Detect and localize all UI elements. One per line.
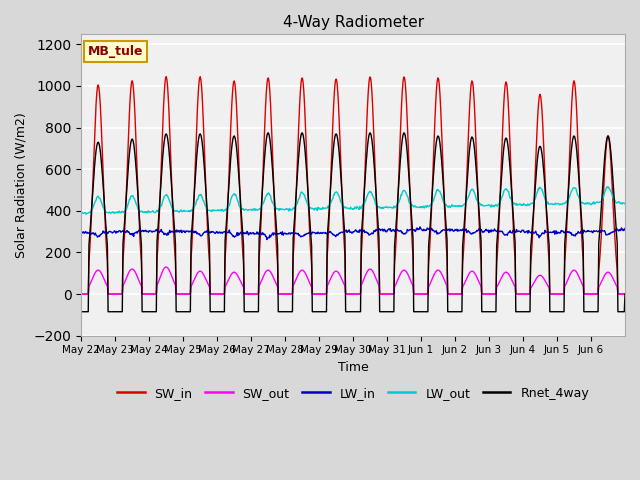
SW_out <box>77 291 85 297</box>
LW_in <box>441 228 449 233</box>
Line: Rnet_4way: Rnet_4way <box>81 133 625 312</box>
SW_in <box>289 254 297 260</box>
SW_out <box>141 291 149 297</box>
X-axis label: Time: Time <box>338 361 369 374</box>
LW_in <box>77 230 85 236</box>
LW_out <box>289 205 297 211</box>
SW_in <box>269 153 276 158</box>
LW_out <box>621 201 629 207</box>
Line: SW_in: SW_in <box>81 77 625 294</box>
Rnet_4way <box>241 309 249 314</box>
LW_out <box>77 211 85 216</box>
LW_out <box>83 211 90 217</box>
SW_out <box>242 291 250 297</box>
LW_out <box>269 200 276 205</box>
Rnet_4way <box>410 309 417 314</box>
Text: MB_tule: MB_tule <box>88 45 143 58</box>
LW_in <box>263 237 271 242</box>
LW_in <box>416 224 424 230</box>
Rnet_4way <box>141 309 149 314</box>
LW_in <box>269 230 276 236</box>
LW_in <box>289 230 297 236</box>
Rnet_4way <box>289 236 297 241</box>
SW_in <box>163 74 170 80</box>
Line: LW_out: LW_out <box>81 187 625 214</box>
Rnet_4way <box>621 291 629 297</box>
SW_in <box>410 291 417 297</box>
LW_in <box>241 230 249 236</box>
LW_in <box>410 227 417 233</box>
Line: SW_out: SW_out <box>81 267 625 294</box>
Rnet_4way <box>440 195 448 201</box>
Rnet_4way <box>264 130 272 136</box>
Y-axis label: Solar Radiation (W/m2): Solar Radiation (W/m2) <box>15 112 28 258</box>
LW_in <box>621 226 629 231</box>
Title: 4-Way Radiometer: 4-Way Radiometer <box>282 15 424 30</box>
SW_in <box>141 291 149 297</box>
SW_in <box>77 291 85 297</box>
SW_out <box>269 273 276 279</box>
SW_in <box>440 197 448 203</box>
LW_out <box>242 206 250 212</box>
LW_out <box>142 209 150 215</box>
Line: LW_in: LW_in <box>81 227 625 240</box>
SW_in <box>242 291 250 297</box>
SW_in <box>621 291 629 297</box>
LW_out <box>440 200 448 206</box>
LW_in <box>141 228 149 234</box>
SW_out <box>410 291 417 297</box>
SW_out <box>440 276 448 282</box>
LW_out <box>604 184 612 190</box>
Legend: SW_in, SW_out, LW_in, LW_out, Rnet_4way: SW_in, SW_out, LW_in, LW_out, Rnet_4way <box>112 382 594 405</box>
SW_out <box>289 283 297 288</box>
LW_out <box>410 204 417 210</box>
SW_out <box>163 264 170 270</box>
SW_out <box>621 291 629 297</box>
Rnet_4way <box>269 168 276 174</box>
Rnet_4way <box>77 309 85 314</box>
